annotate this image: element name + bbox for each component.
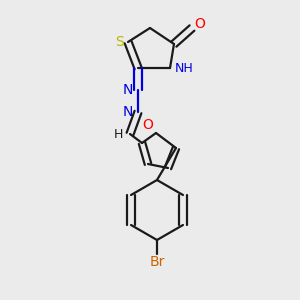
Text: O: O bbox=[142, 118, 153, 132]
Text: O: O bbox=[195, 17, 206, 31]
Text: N: N bbox=[123, 105, 133, 119]
Text: NH: NH bbox=[175, 61, 194, 74]
Text: H: H bbox=[113, 128, 123, 140]
Text: Br: Br bbox=[149, 255, 165, 269]
Text: N: N bbox=[123, 83, 133, 97]
Text: S: S bbox=[116, 35, 124, 49]
